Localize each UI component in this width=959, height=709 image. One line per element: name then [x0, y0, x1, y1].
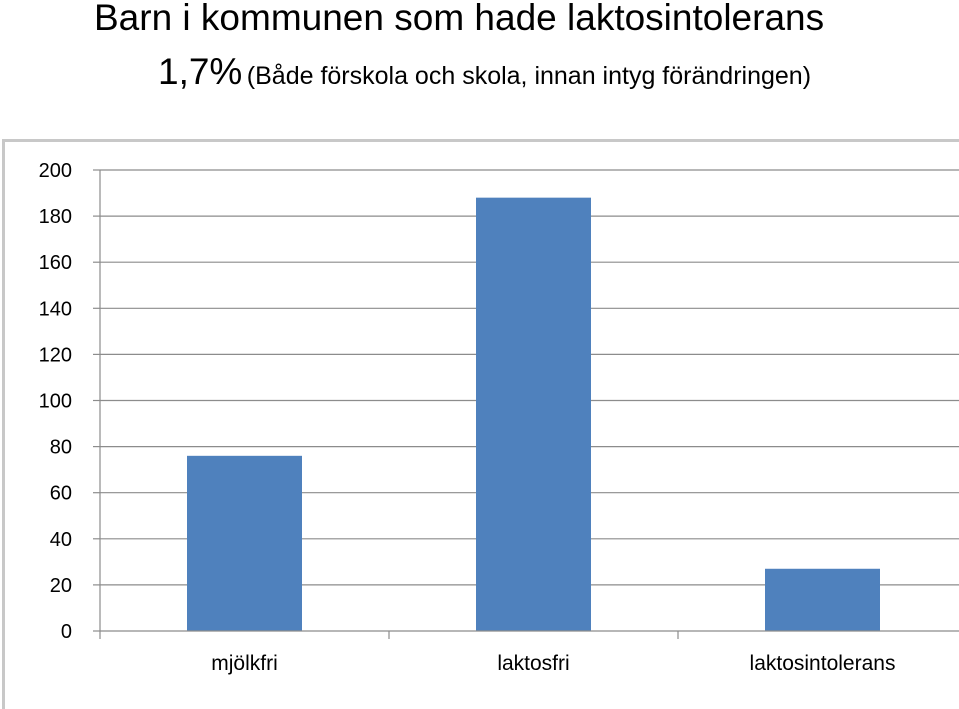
chart-frame: [2, 139, 959, 709]
y-tick-label: 40: [50, 529, 72, 551]
bars: [187, 197, 880, 631]
y-tick-label: 60: [50, 483, 72, 505]
y-tick-label: 180: [39, 206, 72, 228]
x-category-label: laktosfri: [497, 652, 569, 675]
axis-labels: 0 20 40 60 80 100 120 140 160 180 200 mjölkfri lakto…: [39, 160, 896, 675]
bar-laktosintolerans: [765, 568, 880, 631]
y-tick-label: 160: [39, 252, 72, 274]
y-tick-label: 120: [39, 344, 72, 366]
y-tick-label: 140: [39, 298, 72, 320]
bar-laktosfri: [476, 197, 591, 631]
y-tick-label: 0: [61, 621, 72, 643]
y-tick-label: 80: [50, 437, 72, 459]
y-tick-label: 200: [39, 160, 72, 182]
subtitle-note: (Både förskola och skola, innan intyg fö…: [246, 62, 812, 90]
bar-chart: 0 20 40 60 80 100 120 140 160 180 200 mjölkfri lakto…: [39, 160, 959, 675]
axes: [93, 169, 959, 639]
bar-mjölkfri: [187, 455, 302, 631]
chart-subtitle: 1,7% (Både förskola och skola, innan int…: [158, 50, 811, 102]
x-category-label: mjölkfri: [211, 652, 278, 675]
subtitle-percentage: 1,7%: [158, 51, 243, 92]
x-category-label: laktosintolerans: [750, 652, 896, 675]
y-tick-label: 100: [39, 391, 72, 413]
chart-title: Barn i kommunen som hade laktosintoleran…: [94, 0, 825, 38]
y-tick-label: 20: [50, 575, 72, 597]
